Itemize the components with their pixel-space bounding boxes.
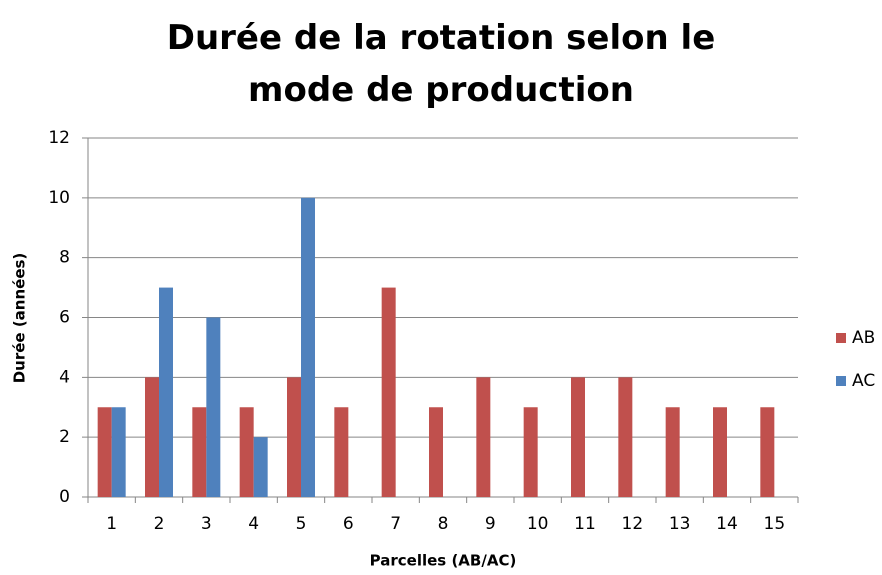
legend-label: AC [852,371,875,391]
bar [523,407,538,497]
x-tick-label: 5 [296,514,307,534]
y-axis-title: Durée (années) [11,253,29,384]
bar [145,377,159,497]
bar [571,377,585,497]
y-tick-label: 6 [59,308,70,328]
bar [301,197,315,498]
y-tick-label: 12 [48,128,70,148]
y-tick-label: 0 [59,487,70,507]
bar [159,287,173,497]
chart-title: Durée de la rotation selon le mode de pr… [166,18,716,110]
legend-label: AB [852,328,875,348]
bar [760,407,775,497]
bar [192,407,207,497]
bar [476,377,491,497]
x-tick-label: 9 [485,514,496,534]
bar [429,407,443,497]
x-tick-label: 7 [390,514,401,534]
x-tick-label: 15 [764,514,786,534]
y-tick-label: 2 [59,427,70,447]
legend-swatch [836,376,846,386]
x-axis-title: Parcelles (AB/AC) [370,552,517,570]
bar [713,407,727,497]
x-tick-label: 1 [106,514,117,534]
x-tick-label: 10 [527,514,549,534]
bar [97,407,112,497]
bar [253,437,268,497]
bar [111,407,126,497]
y-tick-label: 8 [59,248,70,268]
bar [206,317,221,497]
x-tick-label: 6 [343,514,354,534]
x-tick-label: 11 [574,514,596,534]
bar [287,377,301,497]
bar [334,407,349,497]
bar [665,407,680,497]
x-tick-label: 8 [438,514,449,534]
bar [381,287,396,497]
legend-swatch [836,333,846,343]
x-tick-label: 3 [201,514,212,534]
x-tick-label: 13 [669,514,691,534]
y-tick-label: 10 [48,188,70,208]
x-tick-label: 14 [716,514,738,534]
x-tick-label: 2 [154,514,165,534]
bar [239,407,254,497]
x-tick-label: 12 [622,514,644,534]
bar [618,377,633,497]
y-tick-label: 4 [59,367,70,387]
x-tick-label: 4 [248,514,259,534]
